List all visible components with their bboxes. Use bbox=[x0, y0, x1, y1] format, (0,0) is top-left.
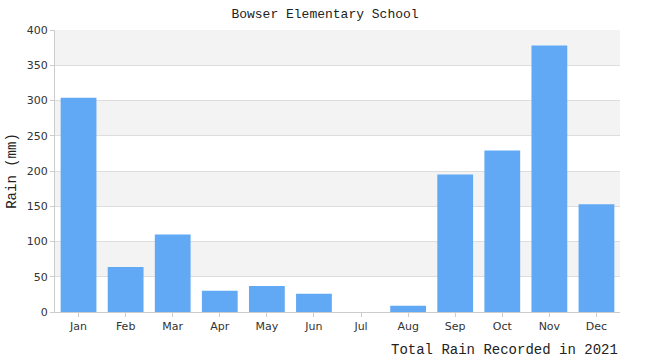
svg-text:400: 400 bbox=[27, 24, 48, 37]
svg-text:0: 0 bbox=[41, 306, 48, 319]
svg-text:50: 50 bbox=[34, 271, 48, 284]
svg-text:Oct: Oct bbox=[493, 320, 513, 333]
svg-text:250: 250 bbox=[27, 130, 48, 143]
svg-text:Apr: Apr bbox=[210, 320, 230, 333]
svg-text:Jun: Jun bbox=[304, 320, 322, 333]
svg-text:Dec: Dec bbox=[586, 320, 607, 333]
svg-text:Jan: Jan bbox=[69, 320, 87, 333]
svg-text:Sep: Sep bbox=[445, 320, 466, 333]
svg-text:Aug: Aug bbox=[397, 320, 418, 333]
svg-text:150: 150 bbox=[27, 200, 48, 213]
svg-text:Rain (mm): Rain (mm) bbox=[4, 133, 20, 209]
svg-text:200: 200 bbox=[27, 165, 48, 178]
svg-text:May: May bbox=[256, 320, 279, 333]
svg-text:Total Rain Recorded in 2021: Total Rain Recorded in 2021 bbox=[391, 342, 618, 358]
svg-text:Jul: Jul bbox=[353, 320, 367, 333]
svg-text:100: 100 bbox=[27, 235, 48, 248]
svg-text:Nov: Nov bbox=[539, 320, 561, 333]
svg-text:Feb: Feb bbox=[116, 320, 135, 333]
svg-text:350: 350 bbox=[27, 59, 48, 72]
svg-text:Bowser Elementary School: Bowser Elementary School bbox=[231, 7, 418, 22]
svg-text:Mar: Mar bbox=[162, 320, 183, 333]
svg-text:300: 300 bbox=[27, 94, 48, 107]
